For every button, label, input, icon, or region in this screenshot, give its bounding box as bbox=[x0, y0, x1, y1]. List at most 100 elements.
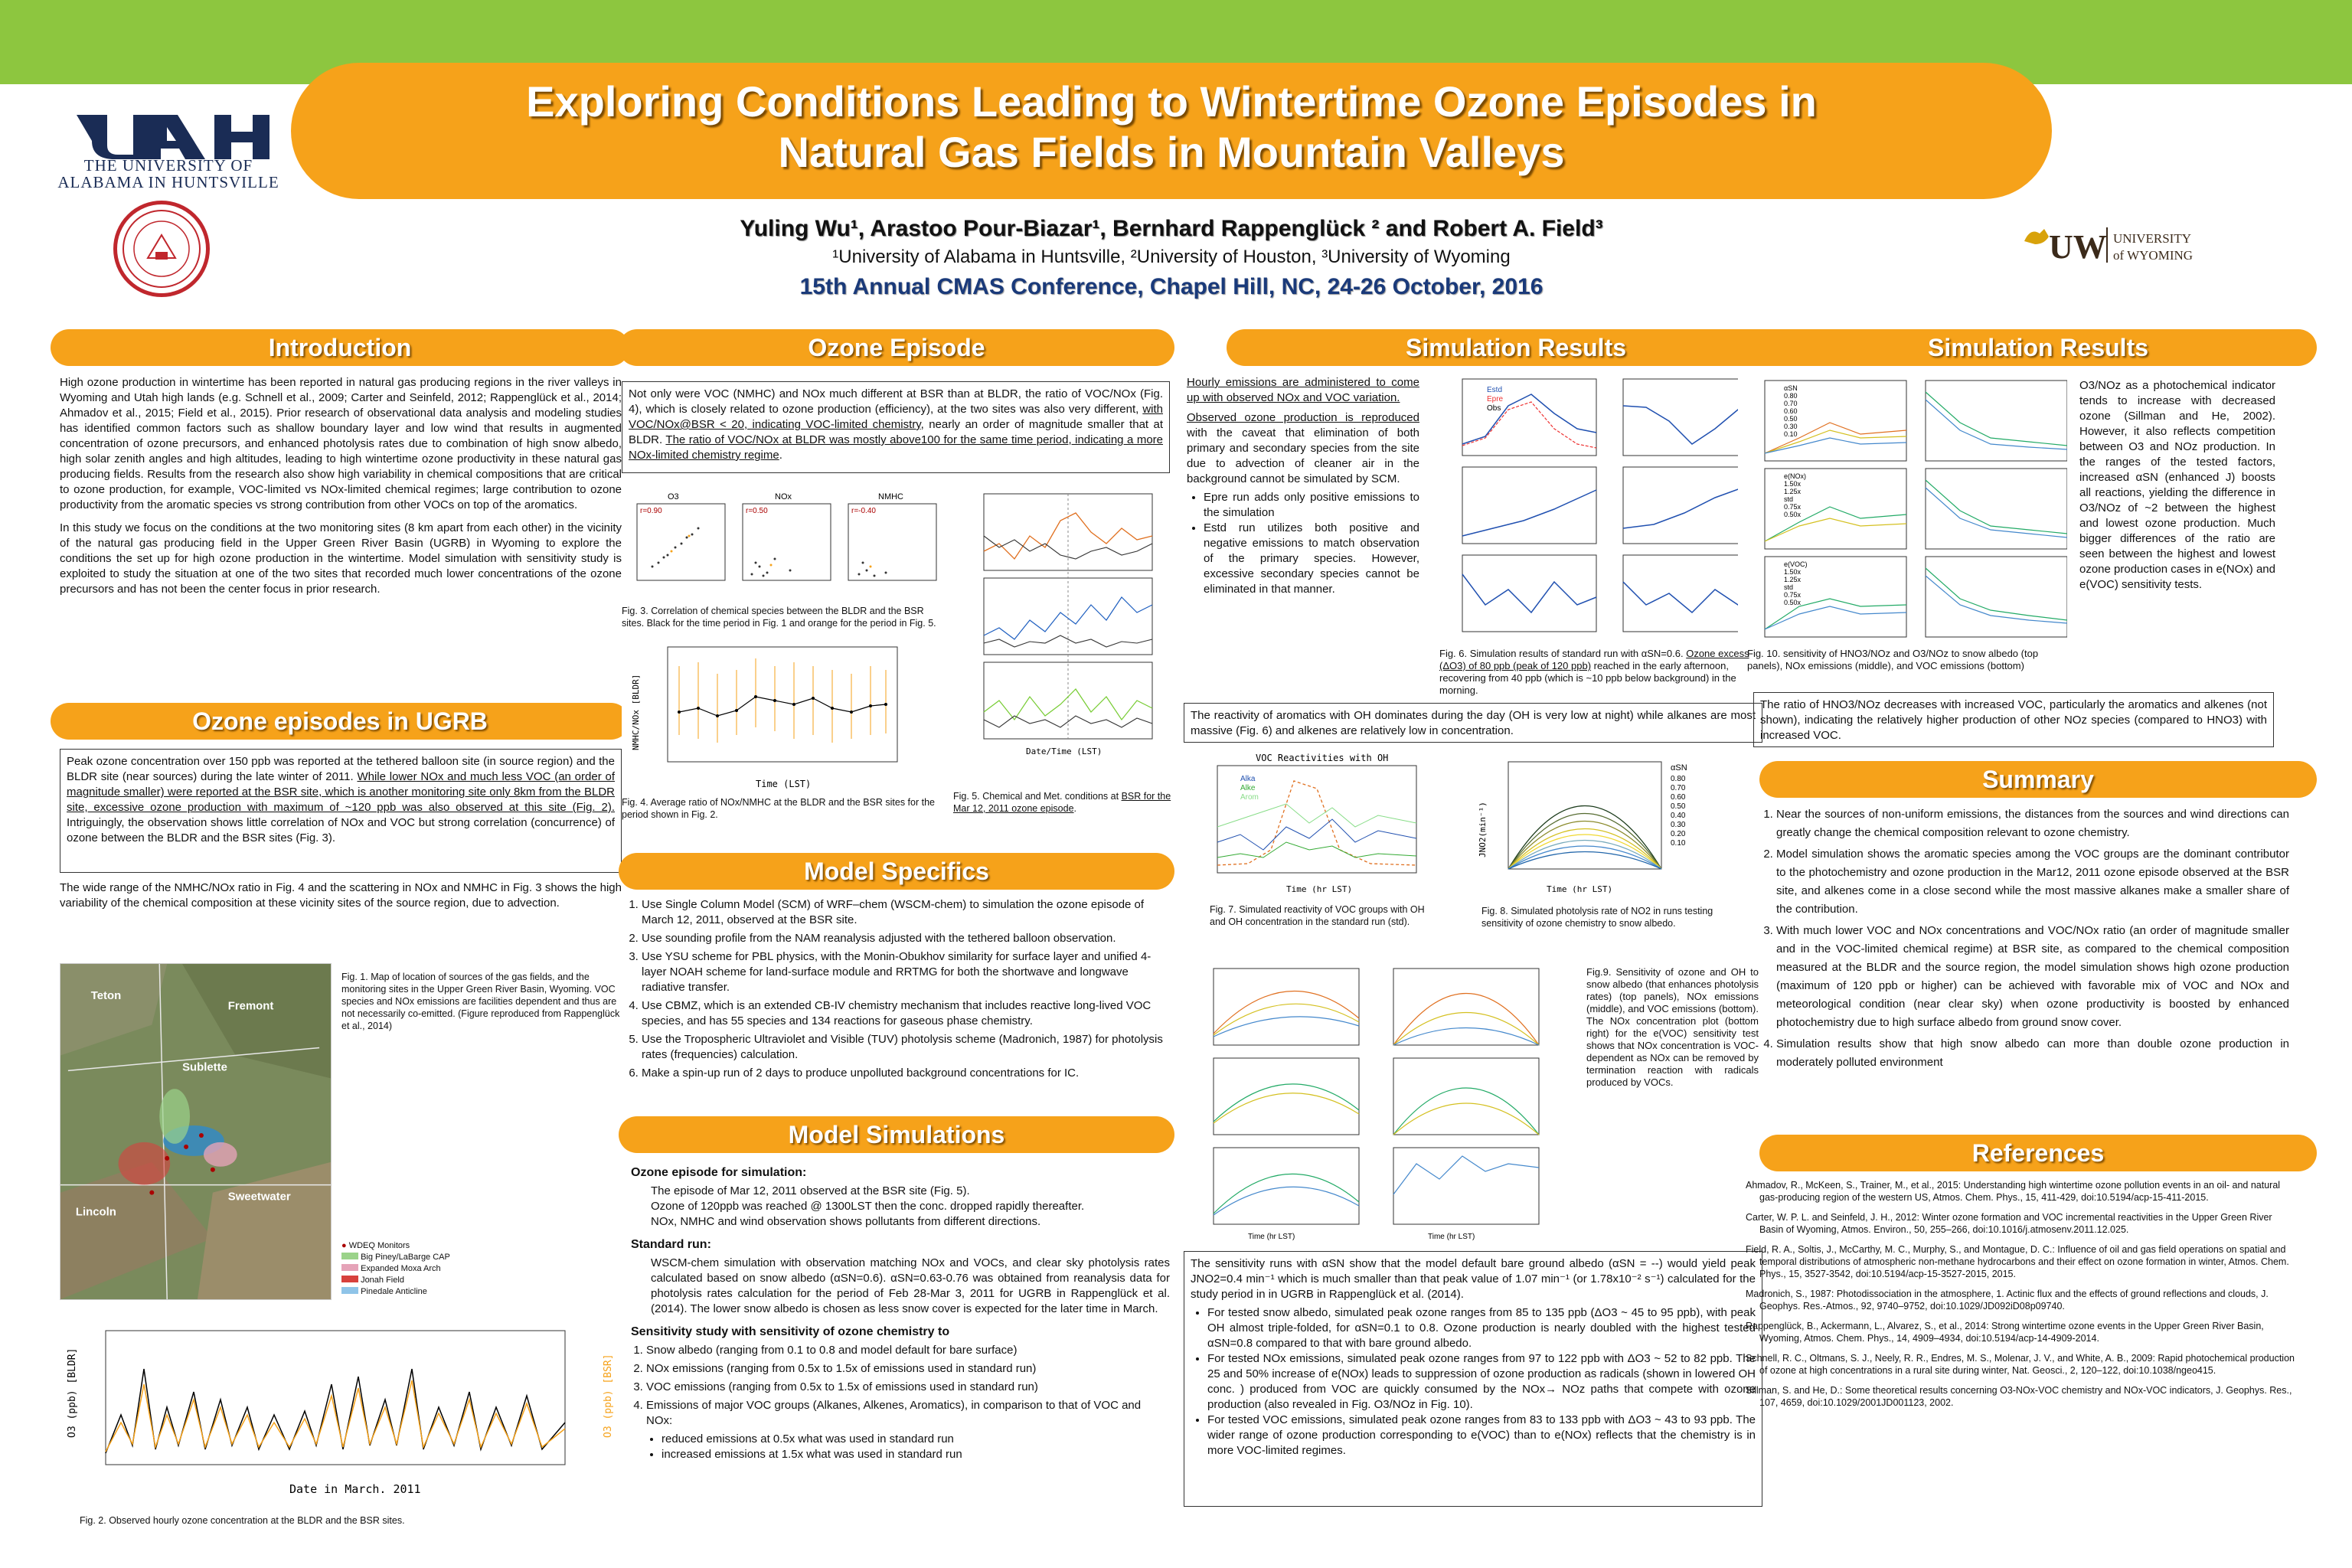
svg-text:Obs: Obs bbox=[1487, 404, 1501, 413]
svg-text:Teton: Teton bbox=[91, 989, 121, 1002]
uah-logo-text: THE UNIVERSITY OF ALABAMA IN HUNTSVILLE bbox=[57, 156, 279, 191]
svg-text:0.60: 0.60 bbox=[1784, 407, 1798, 415]
svg-text:O3 (ppb) [BSR]: O3 (ppb) [BSR] bbox=[603, 1354, 614, 1438]
svg-text:1.25x: 1.25x bbox=[1784, 488, 1802, 495]
sim2-heading: Simulation Results bbox=[1759, 329, 2317, 366]
svg-text:Estd: Estd bbox=[1487, 386, 1502, 394]
reactivity-box: The reactivity of aromatics with OH domi… bbox=[1184, 703, 1762, 743]
fig2-timeseries: Date in March. 2011 O3 (ppb) [BLDR] O3 (… bbox=[60, 1323, 622, 1505]
svg-text:Date/Time (LST): Date/Time (LST) bbox=[1026, 746, 1102, 756]
fig9-sensitivity: Time (hr LST) Time (hr LST) bbox=[1187, 965, 1570, 1242]
svg-text:1.25x: 1.25x bbox=[1784, 576, 1802, 583]
list-item: Near the sources of non-uniform emission… bbox=[1776, 805, 2289, 842]
svg-text:O3 (ppb) [BLDR]: O3 (ppb) [BLDR] bbox=[67, 1348, 78, 1438]
fig5-conditions: Date/Time (LST) bbox=[953, 490, 1175, 777]
list-item: Epre run adds only positive emissions to… bbox=[1204, 490, 1419, 521]
simulations-heading: Model Simulations bbox=[619, 1116, 1174, 1153]
uw-logo-icon: UW UNIVERSITY of WYOMING bbox=[2018, 218, 2202, 272]
ugrb-box: Peak ozone concentration over 150 ppb wa… bbox=[60, 749, 622, 873]
svg-text:0.60: 0.60 bbox=[1671, 793, 1686, 802]
svg-text:0.80: 0.80 bbox=[1671, 775, 1686, 783]
svg-text:0.50x: 0.50x bbox=[1784, 599, 1802, 606]
svg-text:Date in March. 2011: Date in March. 2011 bbox=[289, 1482, 421, 1496]
episode-box: Not only were VOC (NMHC) and NOx much di… bbox=[622, 381, 1170, 473]
svg-text:r=0.90: r=0.90 bbox=[640, 507, 662, 515]
simulations-text: Ozone episode for simulation: The episod… bbox=[631, 1161, 1170, 1462]
svg-text:0.70: 0.70 bbox=[1671, 784, 1686, 792]
svg-text:0.30: 0.30 bbox=[1671, 821, 1686, 829]
fig5-caption: Fig. 5. Chemical and Met. conditions at … bbox=[953, 791, 1171, 814]
svg-text:0.50: 0.50 bbox=[1784, 415, 1798, 423]
ugrb-text: The wide range of the NMHC/NOx ratio in … bbox=[60, 881, 622, 910]
list-item: reduced emissions at 0.5x what was used … bbox=[662, 1432, 1170, 1447]
sensitivity-box: The sensitivity runs with αSN show that … bbox=[1184, 1251, 1762, 1507]
svg-text:0.75x: 0.75x bbox=[1784, 503, 1802, 511]
svg-text:Fremont: Fremont bbox=[228, 1000, 274, 1013]
fig7-caption: Fig. 7. Simulated reactivity of VOC grou… bbox=[1210, 904, 1425, 927]
svg-text:0.30: 0.30 bbox=[1784, 423, 1798, 430]
list-item: Model simulation shows the aromatic spec… bbox=[1776, 845, 2289, 919]
intro-text: High ozone production in wintertime has … bbox=[60, 375, 622, 605]
svg-text:O3: O3 bbox=[668, 492, 679, 501]
fig3-scatter: O3 NOx NMHC r=0.90 r=0.50 r=-0.40 bbox=[622, 490, 947, 597]
svg-text:0.10: 0.10 bbox=[1784, 430, 1798, 438]
svg-text:Sweetwater: Sweetwater bbox=[228, 1191, 291, 1204]
svg-text:0.75x: 0.75x bbox=[1784, 591, 1802, 599]
list-item: Emissions of major VOC groups (Alkanes, … bbox=[646, 1398, 1170, 1429]
svg-text:Time (hr LST): Time (hr LST) bbox=[1248, 1233, 1295, 1241]
episode-heading: Ozone Episode bbox=[619, 329, 1174, 366]
list-item: NOx emissions (ranging from 0.5x to 1.5x… bbox=[646, 1361, 1170, 1377]
list-item: For tested NOx emissions, simulated peak… bbox=[1207, 1351, 1756, 1413]
references-list: Ahmadov, R., McKeen, S., Trainer, M., et… bbox=[1746, 1179, 2297, 1416]
fig4-caption: Fig. 4. Average ratio of NOx/NMHC at the… bbox=[622, 797, 935, 820]
svg-text:0.50: 0.50 bbox=[1671, 802, 1686, 811]
svg-text:0.20: 0.20 bbox=[1671, 830, 1686, 838]
fig8-jno2: αSN 0.80 0.70 0.60 0.50 0.40 0.30 0.20 0… bbox=[1470, 758, 1746, 896]
list-item: Use sounding profile from the NAM reanal… bbox=[642, 931, 1170, 946]
fig1-caption: Fig. 1. Map of location of sources of th… bbox=[341, 972, 620, 1031]
sim1-heading: Simulation Results bbox=[1227, 329, 1805, 366]
svg-text:0.10: 0.10 bbox=[1671, 839, 1686, 848]
hno3-box: The ratio of HNO3/NOz decreases with inc… bbox=[1753, 692, 2274, 747]
svg-text:Alka: Alka bbox=[1240, 775, 1256, 783]
fig2-caption: Fig. 2. Observed hourly ozone concentrat… bbox=[80, 1515, 405, 1526]
svg-text:std: std bbox=[1784, 495, 1793, 503]
list-item: Make a spin-up run of 2 days to produce … bbox=[642, 1066, 1170, 1081]
specifics-heading: Model Specifics bbox=[619, 853, 1174, 890]
svg-text:r=0.50: r=0.50 bbox=[746, 507, 768, 515]
svg-text:0.40: 0.40 bbox=[1671, 812, 1686, 820]
list-item: Use CBMZ, which is an extended CB-IV che… bbox=[642, 998, 1170, 1029]
svg-text:0.80: 0.80 bbox=[1784, 392, 1798, 400]
authors: Yuling Wu¹, Arastoo Pour-Biazar¹, Bernha… bbox=[740, 216, 1603, 241]
title-line-1: Exploring Conditions Leading to Winterti… bbox=[526, 77, 1817, 126]
fig6-caption: Fig. 6. Simulation results of standard r… bbox=[1439, 648, 1749, 696]
list-item: For tested snow albedo, simulated peak o… bbox=[1207, 1305, 1756, 1351]
svg-text:1.50x: 1.50x bbox=[1784, 480, 1802, 488]
svg-text:Arom: Arom bbox=[1240, 793, 1259, 802]
svg-text:NMHC/NOx [BLDR]: NMHC/NOx [BLDR] bbox=[631, 675, 641, 750]
sim1-text: Hourly emissions are administered to com… bbox=[1184, 374, 1423, 695]
specifics-list: Use Single Column Model (SCM) of WRF–che… bbox=[622, 897, 1170, 1084]
fig1-map: Teton Fremont Sublette Lincoln Sweetwate… bbox=[60, 963, 332, 1300]
svg-text:Time (hr LST): Time (hr LST) bbox=[1286, 884, 1352, 894]
svg-text:Time (LST): Time (LST) bbox=[756, 779, 811, 789]
poster-title: Exploring Conditions Leading to Winterti… bbox=[291, 77, 2052, 178]
intro-paragraph-1: High ozone production in wintertime has … bbox=[60, 376, 622, 511]
fig7-voc-reactivity: VOC Reactivities with OH Alka Alke Arom … bbox=[1187, 750, 1447, 897]
fig1-legend: ● WDEQ Monitors Big Piney/LaBarge CAP Ex… bbox=[341, 1241, 450, 1296]
svg-text:Lincoln: Lincoln bbox=[76, 1205, 116, 1218]
list-item: Schnell, R. C., Oltmans, S. J., Neely, R… bbox=[1746, 1353, 2295, 1376]
conference: 15th Annual CMAS Conference, Chapel Hill… bbox=[799, 274, 1544, 299]
svg-text:NOx: NOx bbox=[775, 492, 792, 501]
svg-text:UNIVERSITY: UNIVERSITY bbox=[2113, 231, 2191, 246]
svg-text:NMHC: NMHC bbox=[878, 492, 903, 501]
list-item: Rappenglück, B., Ackermann, L., Alvarez,… bbox=[1746, 1321, 2264, 1344]
summary-list: Near the sources of non-uniform emission… bbox=[1753, 805, 2289, 1075]
ugrb-heading: Ozone episodes in UGRB bbox=[51, 703, 629, 740]
list-item: Use YSU scheme for PBL physics, with the… bbox=[642, 949, 1170, 995]
list-item: Use the Tropospheric Ultraviolet and Vis… bbox=[642, 1032, 1170, 1063]
fig10-caption: Fig. 10. sensitivity of HNO3/NOz and O3/… bbox=[1747, 648, 2039, 671]
list-item: Snow albedo (ranging from 0.1 to 0.8 and… bbox=[646, 1343, 1170, 1358]
svg-text:Time (hr LST): Time (hr LST) bbox=[1547, 884, 1612, 894]
list-item: VOC emissions (ranging from 0.5x to 1.5x… bbox=[646, 1380, 1170, 1395]
